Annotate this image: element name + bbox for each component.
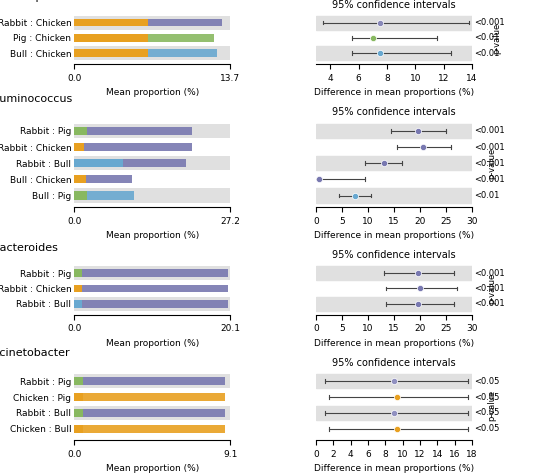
- Title: 95% confidence intervals: 95% confidence intervals: [332, 250, 456, 260]
- Bar: [74, 159, 123, 167]
- Text: p-value: p-value: [488, 389, 497, 420]
- Text: <0.01: <0.01: [474, 34, 500, 43]
- Text: Oscillospira: Oscillospira: [0, 0, 57, 2]
- Bar: [74, 34, 214, 42]
- Bar: [74, 269, 228, 277]
- Text: <0.001: <0.001: [474, 142, 505, 151]
- Title: 95% confidence intervals: 95% confidence intervals: [332, 0, 456, 9]
- X-axis label: Mean proportion (%): Mean proportion (%): [105, 231, 199, 240]
- Bar: [316, 16, 472, 29]
- Bar: [74, 393, 83, 401]
- Text: <0.05: <0.05: [474, 424, 499, 433]
- Bar: [74, 124, 230, 138]
- Text: <0.05: <0.05: [474, 393, 499, 402]
- Bar: [74, 19, 222, 26]
- Bar: [74, 377, 83, 385]
- Bar: [74, 50, 216, 57]
- Bar: [74, 16, 230, 29]
- Title: 95% confidence intervals: 95% confidence intervals: [332, 107, 456, 117]
- Bar: [74, 188, 230, 203]
- Bar: [74, 425, 83, 433]
- Bar: [316, 266, 472, 280]
- Bar: [74, 46, 230, 60]
- Text: Acinetobacter: Acinetobacter: [0, 348, 71, 358]
- Bar: [74, 192, 135, 200]
- Bar: [74, 300, 228, 308]
- Bar: [316, 156, 472, 170]
- X-axis label: Mean proportion (%): Mean proportion (%): [105, 88, 199, 97]
- Text: Bacteroides: Bacteroides: [0, 243, 59, 253]
- Bar: [74, 374, 230, 388]
- Text: <0.05: <0.05: [474, 409, 499, 418]
- Bar: [74, 285, 228, 292]
- Bar: [74, 156, 230, 170]
- Bar: [74, 406, 230, 420]
- Text: p-value: p-value: [488, 148, 497, 179]
- Text: p-value: p-value: [488, 273, 497, 304]
- X-axis label: Mean proportion (%): Mean proportion (%): [105, 339, 199, 348]
- Bar: [74, 297, 230, 311]
- Bar: [74, 175, 132, 184]
- Bar: [74, 377, 225, 385]
- Text: <0.001: <0.001: [474, 18, 505, 27]
- Bar: [74, 409, 83, 417]
- Text: <0.001: <0.001: [474, 175, 505, 184]
- Bar: [74, 175, 86, 184]
- Bar: [316, 124, 472, 138]
- X-axis label: Difference in mean proportions (%): Difference in mean proportions (%): [314, 231, 474, 240]
- Bar: [74, 159, 186, 167]
- Bar: [316, 188, 472, 203]
- Text: <0.001: <0.001: [474, 126, 505, 135]
- Bar: [74, 127, 192, 135]
- Text: <0.001: <0.001: [474, 159, 505, 168]
- Text: p-value: p-value: [492, 22, 501, 53]
- Bar: [74, 34, 148, 42]
- Bar: [74, 393, 225, 401]
- Bar: [316, 46, 472, 60]
- Bar: [316, 374, 472, 388]
- Text: Ruminococcus: Ruminococcus: [0, 94, 73, 104]
- Text: <0.001: <0.001: [474, 299, 505, 308]
- Title: 95% confidence intervals: 95% confidence intervals: [332, 358, 456, 368]
- Bar: [74, 266, 230, 280]
- Text: <0.01: <0.01: [474, 191, 499, 200]
- Bar: [316, 297, 472, 311]
- Bar: [74, 409, 225, 417]
- Bar: [74, 143, 85, 151]
- Bar: [316, 406, 472, 420]
- Bar: [74, 19, 148, 26]
- X-axis label: Mean proportion (%): Mean proportion (%): [105, 464, 199, 473]
- X-axis label: Difference in mean proportions (%): Difference in mean proportions (%): [314, 339, 474, 348]
- Bar: [74, 192, 87, 200]
- Text: <0.01: <0.01: [474, 49, 500, 58]
- Bar: [74, 425, 225, 433]
- Text: <0.001: <0.001: [474, 269, 505, 278]
- Bar: [74, 127, 87, 135]
- Bar: [74, 143, 192, 151]
- Bar: [74, 300, 82, 308]
- Bar: [74, 269, 82, 277]
- Bar: [74, 285, 82, 292]
- Bar: [74, 50, 148, 57]
- X-axis label: Difference in mean proportions (%): Difference in mean proportions (%): [314, 464, 474, 473]
- Text: <0.001: <0.001: [474, 284, 505, 293]
- Text: <0.05: <0.05: [474, 377, 499, 386]
- X-axis label: Difference in mean proportions (%): Difference in mean proportions (%): [314, 88, 474, 97]
